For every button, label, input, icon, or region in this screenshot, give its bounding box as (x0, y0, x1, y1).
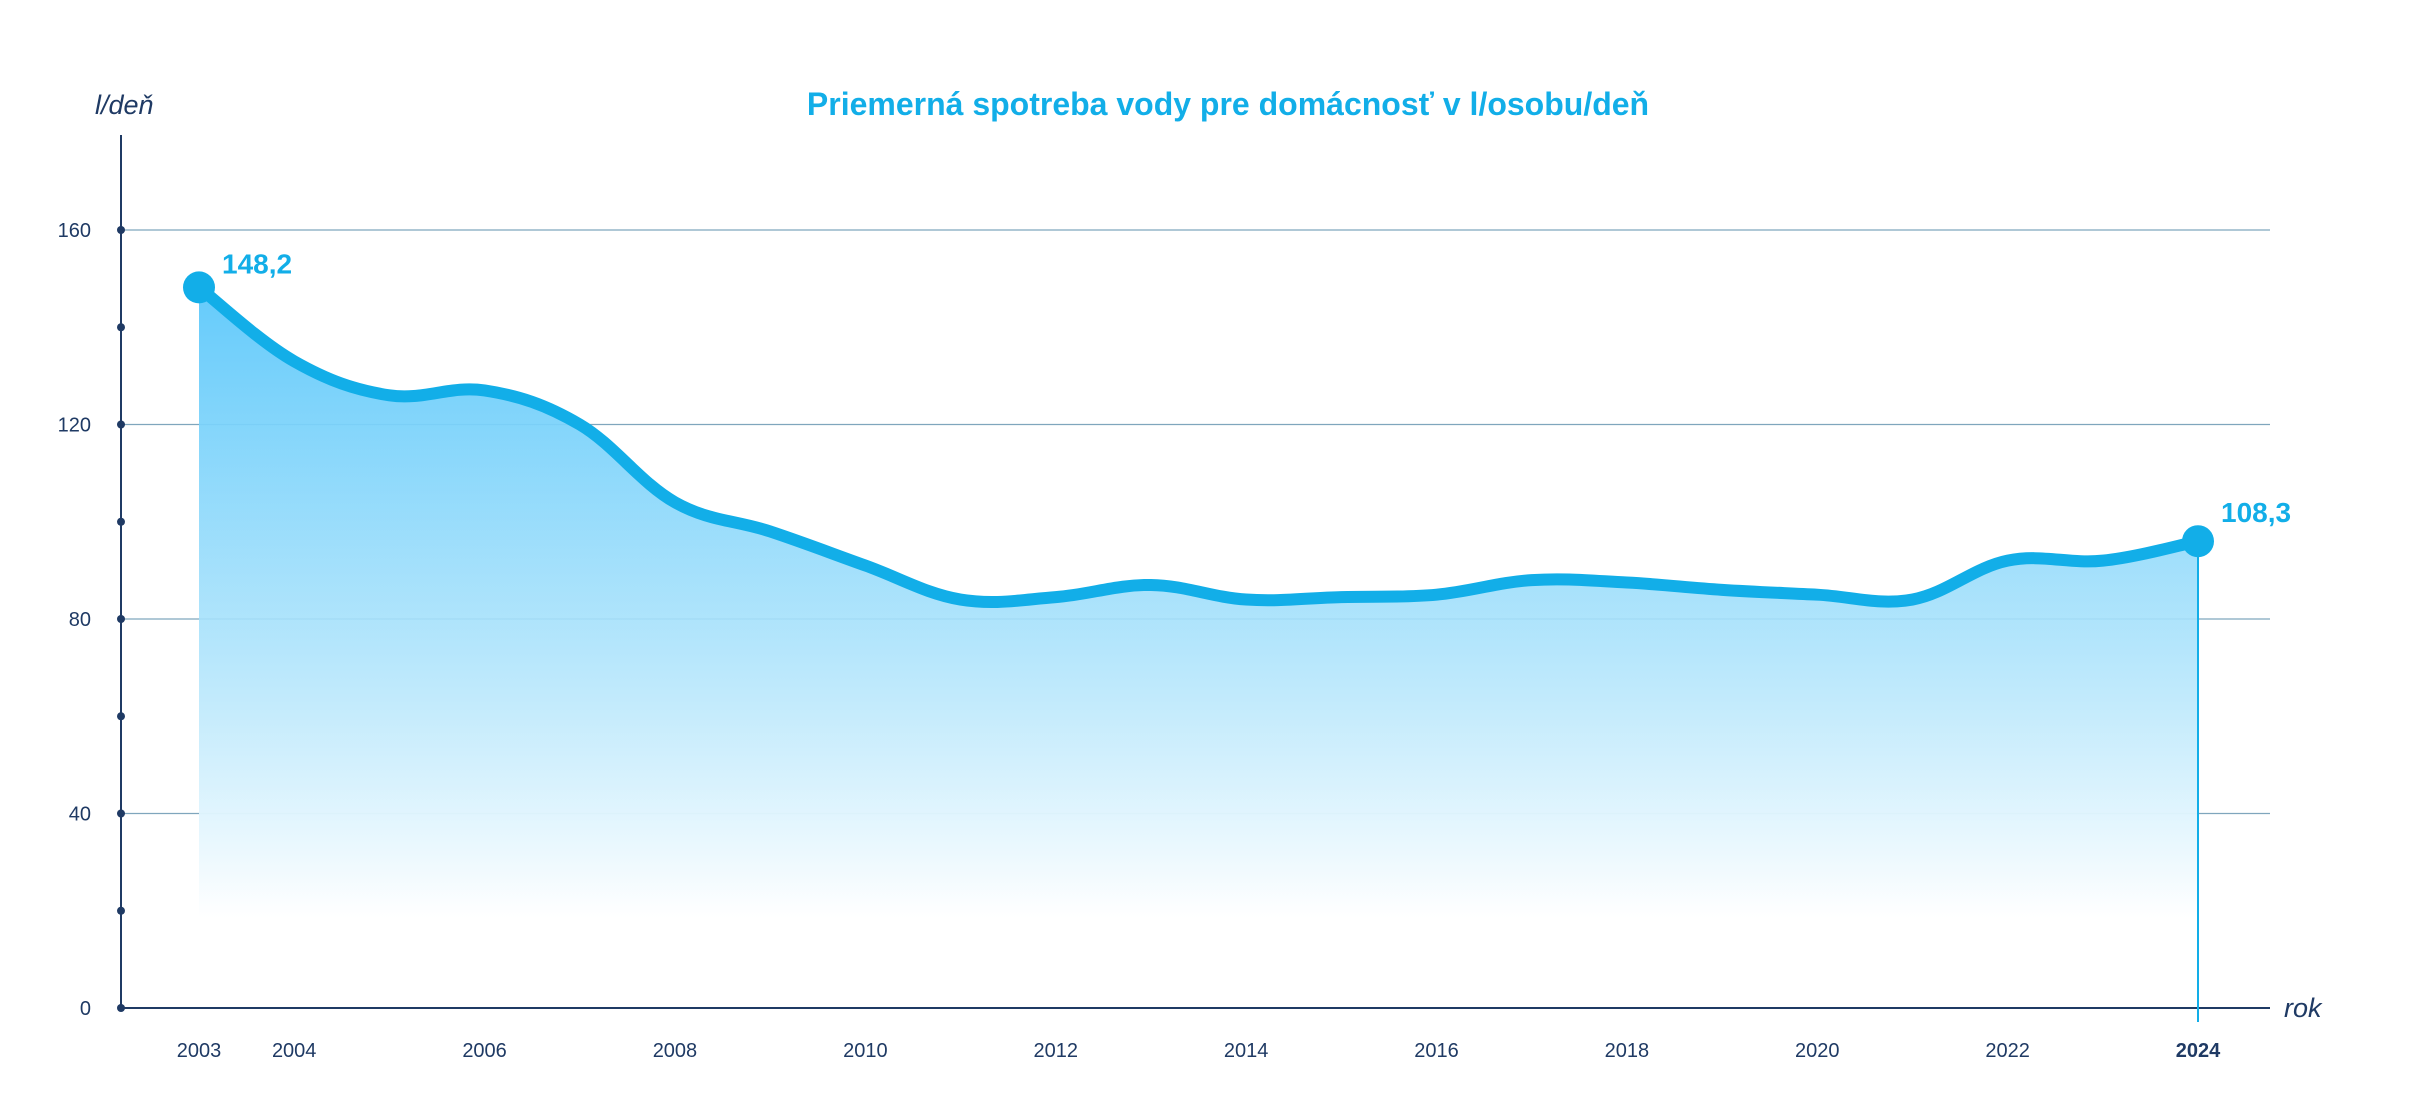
x-tick-label-2024: 2024 (2176, 1040, 2221, 1062)
x-tick-label-2022: 2022 (1985, 1040, 2030, 1062)
y-tick-label-40: 40 (69, 804, 91, 826)
y-tick-dot-40 (117, 809, 125, 818)
y-tick-label-0: 0 (80, 998, 91, 1020)
y-tick-dot-20 (117, 906, 125, 915)
y-tick-dot-120 (117, 420, 125, 429)
y-tick-dot-100 (117, 517, 125, 526)
data-label-2024: 108,3 (2221, 497, 2291, 528)
area-fill (199, 287, 2198, 918)
axes (117, 135, 2270, 1012)
y-tick-label-120: 120 (58, 415, 91, 437)
x-tick-label-2004: 2004 (272, 1040, 317, 1062)
y-tick-dot-140 (117, 323, 125, 332)
y-axis-label: l/deň (95, 90, 154, 120)
x-tick-label-2012: 2012 (1033, 1040, 1078, 1062)
x-tick-label-2014: 2014 (1224, 1040, 1269, 1062)
y-tick-label-80: 80 (69, 609, 91, 631)
y-tick-dot-160 (117, 226, 125, 234)
y-tick-dot-80 (117, 615, 125, 623)
data-point-2003 (183, 271, 215, 304)
x-tick-label-2006: 2006 (462, 1040, 507, 1062)
area-fill-shape (199, 287, 2198, 918)
x-axis-label: rok (2284, 993, 2323, 1023)
y-tick-label-160: 160 (58, 220, 91, 242)
tick-labels: 0 40 80 120 160 2003 2004 2006 2008 2010 2012 2014 2… (58, 220, 2221, 1062)
x-tick-label-2016: 2016 (1414, 1040, 1459, 1062)
data-labels: 148,2 108,3 (222, 248, 2291, 528)
x-tick-label-2010: 2010 (843, 1040, 888, 1062)
y-tick-dot-0 (117, 1004, 125, 1012)
series-line-path (193, 281, 2204, 609)
x-tick-label-2008: 2008 (653, 1040, 698, 1062)
data-point-2024 (2182, 525, 2214, 558)
chart-title: Priemerná spotreba vody pre domácnosť v … (807, 86, 1649, 122)
x-tick-label-2020: 2020 (1795, 1040, 1840, 1062)
x-tick-label-2003: 2003 (177, 1040, 222, 1062)
x-tick-label-2018: 2018 (1605, 1040, 1650, 1062)
y-tick-dot-60 (117, 712, 125, 721)
data-label-2003: 148,2 (222, 248, 292, 279)
series-line (183, 271, 2214, 1022)
